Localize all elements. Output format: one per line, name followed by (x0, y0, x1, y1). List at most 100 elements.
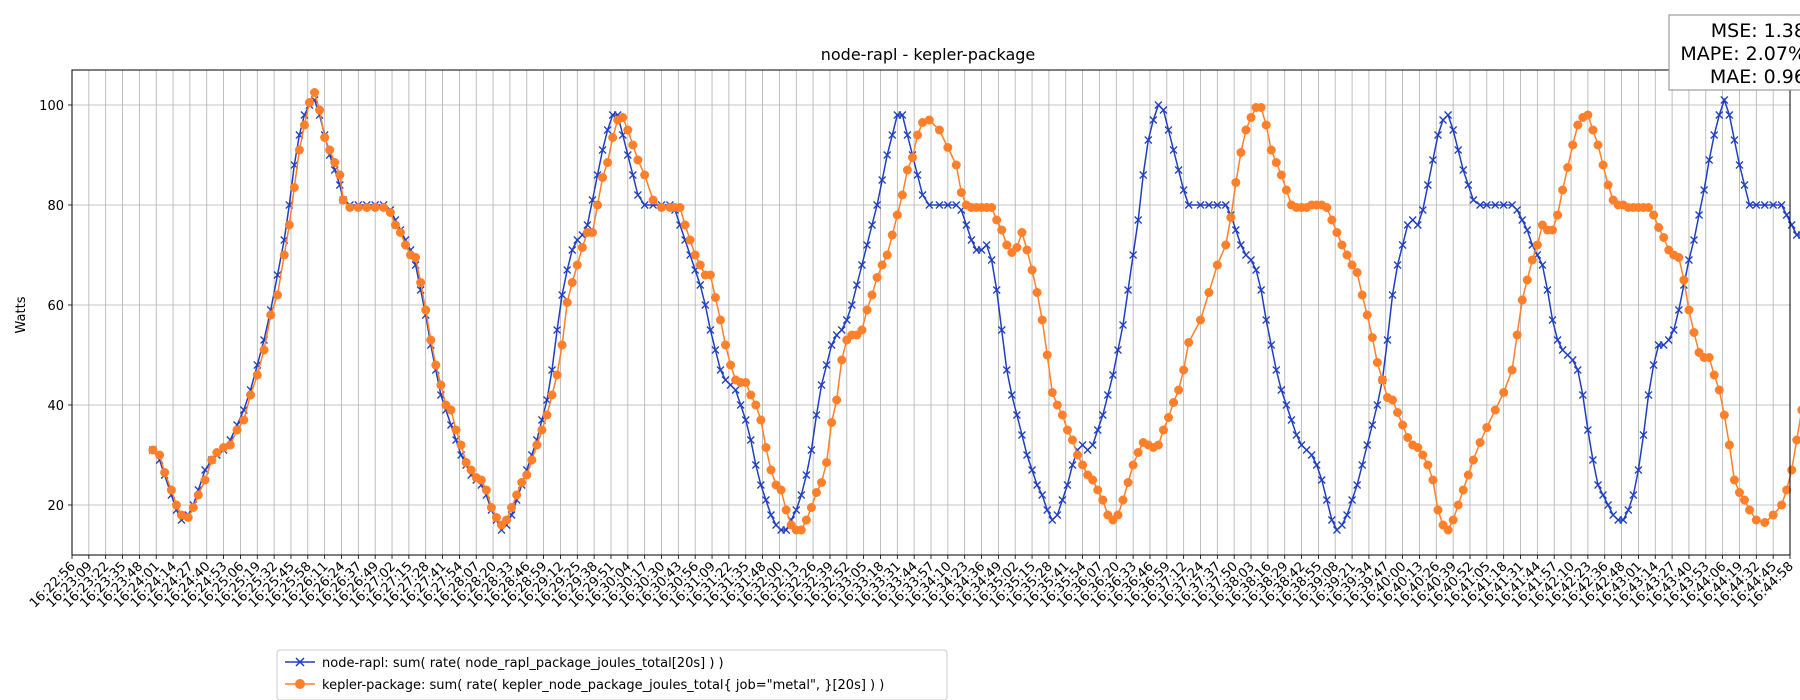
data-point-node-rapl (1063, 481, 1072, 489)
data-point-node-rapl (918, 191, 927, 199)
data-point-node-rapl (1108, 371, 1117, 379)
data-point-node-rapl (1782, 211, 1791, 219)
data-point-node-rapl (1513, 206, 1522, 214)
data-point-node-rapl (761, 496, 770, 504)
data-point-kepler-package (1423, 460, 1433, 470)
data-point-node-rapl (1538, 261, 1547, 269)
data-point-kepler-package (1078, 460, 1088, 470)
data-point-node-rapl (1599, 491, 1607, 499)
data-point-kepler-package (456, 440, 466, 450)
data-point-node-rapl (1327, 516, 1336, 524)
data-point-node-rapl (1700, 186, 1709, 194)
data-point-kepler-package (225, 440, 235, 450)
data-point-kepler-package (379, 203, 389, 212)
data-point-kepler-package (1276, 170, 1286, 180)
data-point-kepler-package (1047, 388, 1057, 397)
data-point-kepler-package (924, 115, 934, 125)
data-point-node-rapl (1518, 216, 1527, 224)
legend-marker-x-icon (295, 657, 305, 667)
legend-frame (276, 649, 948, 700)
data-point-kepler-package (395, 228, 405, 237)
data-point-kepler-package (1490, 405, 1500, 415)
data-point-kepler-package (335, 170, 345, 180)
data-point-kepler-package (1357, 290, 1367, 300)
data-point-kepler-package (902, 165, 912, 175)
data-point-kepler-package (183, 513, 193, 522)
data-point-kepler-package (951, 160, 961, 170)
data-point-kepler-package (1347, 260, 1357, 270)
data-point-node-rapl (1649, 361, 1658, 369)
data-point-kepler-package (1174, 385, 1184, 395)
data-point-kepler-package (345, 203, 355, 212)
data-point-node-rapl (992, 286, 1001, 294)
data-point-node-rapl (751, 461, 760, 469)
data-point-node-rapl (1363, 441, 1372, 449)
data-point-kepler-package (1163, 413, 1173, 422)
data-point-node-rapl (1588, 456, 1597, 464)
y-tick-label: 20 (47, 499, 64, 514)
data-point-node-rapl (1710, 131, 1719, 139)
data-point-node-rapl (1760, 201, 1769, 209)
data-point-node-rapl (1669, 326, 1678, 334)
data-point-kepler-package (657, 203, 667, 212)
data-point-kepler-package (1037, 315, 1047, 325)
data-point-kepler-package (517, 478, 527, 487)
data-point-node-rapl (1491, 201, 1500, 209)
data-point-kepler-package (1153, 440, 1163, 450)
y-tick-label: 60 (47, 299, 64, 314)
data-point-kepler-package (1281, 185, 1291, 195)
data-point-kepler-package (400, 240, 410, 250)
data-point-kepler-package (542, 410, 552, 420)
data-point-node-rapl (1257, 286, 1266, 294)
data-point-node-rapl (1725, 111, 1734, 119)
data-point-node-rapl (1262, 316, 1271, 324)
data-point-node-rapl (1393, 261, 1402, 269)
data-point-node-rapl (1373, 401, 1382, 409)
data-point-node-rapl (797, 491, 806, 499)
data-point-kepler-package (1118, 495, 1128, 505)
data-point-node-rapl (746, 436, 755, 444)
data-point-node-rapl (1428, 156, 1437, 164)
data-point-kepler-package (628, 140, 638, 150)
data-point-kepler-package (289, 183, 299, 192)
data-point-kepler-package (751, 400, 761, 410)
data-point-node-rapl (1769, 201, 1778, 209)
data-point-kepler-package (1179, 365, 1189, 375)
data-point-kepler-package (746, 390, 756, 400)
data-point-node-rapl (1604, 501, 1613, 509)
data-point-node-rapl (863, 241, 871, 249)
data-point-node-rapl (1639, 431, 1648, 439)
data-point-kepler-package (1022, 245, 1032, 255)
data-point-node-rapl (1038, 491, 1047, 499)
data-point-node-rapl (1624, 506, 1633, 514)
data-point-node-rapl (903, 131, 912, 139)
data-point-kepler-package (320, 133, 330, 142)
data-point-node-rapl (701, 301, 710, 309)
data-point-kepler-package (648, 195, 658, 205)
grid (71, 70, 1791, 555)
data-point-kepler-package (353, 203, 363, 212)
data-point-node-rapl (1144, 136, 1153, 144)
data-point-kepler-package (562, 298, 572, 307)
data-point-kepler-package (608, 133, 618, 142)
data-point-node-rapl (1368, 421, 1377, 429)
data-point-node-rapl (1418, 206, 1427, 214)
data-point-node-rapl (1317, 476, 1326, 484)
data-point-kepler-package (476, 475, 486, 485)
data-point-kepler-package (1113, 510, 1123, 520)
data-point-node-rapl (1449, 126, 1458, 134)
data-point-kepler-package (232, 425, 242, 435)
data-point-node-rapl (1098, 411, 1107, 419)
data-point-kepler-package (1598, 160, 1608, 170)
data-point-kepler-package (1062, 425, 1072, 435)
data-point-kepler-package (1507, 365, 1517, 375)
data-point-node-rapl (1619, 516, 1628, 524)
data-point-node-rapl (1578, 391, 1587, 399)
data-point-kepler-package (338, 195, 348, 205)
data-point-kepler-package (1797, 405, 1800, 415)
data-point-kepler-package (1093, 485, 1103, 495)
data-point-kepler-package (1644, 203, 1654, 212)
data-point-kepler-package (1241, 125, 1251, 135)
data-point-node-rapl (792, 506, 801, 514)
data-point-kepler-package (1231, 178, 1241, 187)
